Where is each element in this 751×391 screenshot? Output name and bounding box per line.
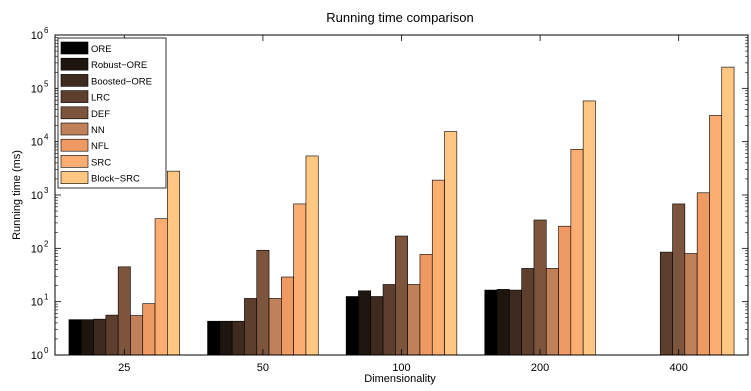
- legend-swatch: [60, 138, 89, 152]
- legend-swatch: [60, 122, 89, 136]
- bar-lrc-25: [105, 314, 119, 356]
- legend-label: NFL: [91, 141, 109, 152]
- legend-swatch: [60, 57, 89, 71]
- y-axis-label: Running time (ms): [11, 150, 23, 240]
- bar-boosted-ore-100: [370, 296, 384, 356]
- bar-ore-50: [207, 320, 221, 356]
- x-tick-label: 200: [531, 362, 549, 374]
- x-tick-label: 50: [257, 362, 269, 374]
- bar-lrc-100: [382, 284, 396, 356]
- legend-label: ORE: [91, 44, 112, 55]
- bar-block-src-50: [305, 155, 319, 356]
- legend-swatch: [60, 74, 89, 87]
- bar-boosted-ore-200: [509, 289, 522, 356]
- x-tick-label: 25: [118, 362, 130, 374]
- bar-def-100: [395, 235, 408, 356]
- y-tick-label: 10: [31, 190, 43, 202]
- bar-def-25: [117, 266, 131, 356]
- bar-nn-25: [130, 315, 144, 356]
- legend-label: Robust−ORE: [91, 60, 147, 71]
- legend-swatch: [60, 171, 89, 184]
- y-tick-label-exponent: 5: [44, 79, 49, 88]
- bar-nfl-200: [558, 225, 572, 356]
- bar-lrc-200: [521, 268, 535, 356]
- bar-robust-ore-100: [358, 290, 372, 356]
- legend-swatch: [60, 90, 89, 103]
- bars-layer: [68, 66, 735, 356]
- y-tick-label-exponent: 3: [44, 186, 49, 195]
- bar-nfl-50: [281, 276, 294, 356]
- y-tick-label: 10: [31, 297, 43, 309]
- y-tick-label-exponent: 6: [44, 26, 49, 35]
- x-axis-label: Dimensionality: [364, 373, 436, 385]
- bar-ore-25: [68, 319, 82, 356]
- legend-label: SRC: [91, 157, 111, 168]
- legend: ORE Robust−ORE Boosted−ORE LRC DEF NN NFL SRC Bl…: [57, 37, 167, 189]
- bar-nfl-100: [419, 254, 433, 356]
- y-tick-label: 10: [31, 137, 43, 149]
- legend-label: Boosted−ORE: [91, 76, 152, 87]
- bar-ore-100: [345, 296, 359, 356]
- bar-ore-200: [484, 289, 498, 356]
- chart-title: Running time comparison: [326, 10, 473, 25]
- bar-nn-200: [545, 268, 559, 356]
- bar-nn-100: [407, 284, 421, 356]
- bar-src-200: [570, 148, 584, 356]
- y-tick-label: 10: [31, 243, 43, 255]
- y-tick-label-exponent: 2: [44, 239, 49, 248]
- bar-lrc-50: [244, 298, 258, 356]
- y-tick-label: 10: [31, 30, 43, 42]
- legend-swatch: [60, 155, 89, 168]
- x-tick-label: 400: [670, 362, 688, 374]
- x-axis: 25 50 100 200 400: [118, 35, 688, 374]
- x-tick-label: 100: [392, 362, 410, 374]
- bar-src-100: [431, 179, 445, 356]
- y-tick-label-exponent: 1: [44, 293, 49, 302]
- y-tick-label-exponent: 4: [44, 133, 49, 142]
- y-tick-label: 10: [31, 83, 43, 95]
- bar-def-400: [672, 203, 686, 356]
- bar-nn-400: [684, 253, 698, 356]
- bar-block-src-200: [582, 100, 596, 356]
- bar-robust-ore-200: [496, 289, 510, 356]
- bar-robust-ore-25: [80, 319, 94, 356]
- legend-swatch: [60, 41, 89, 55]
- legend-label: LRC: [91, 93, 110, 104]
- legend-label: NN: [91, 125, 105, 136]
- bar-block-src-25: [167, 170, 180, 356]
- y-tick-label: 10: [31, 350, 43, 362]
- bar-src-25: [154, 218, 168, 356]
- bar-boosted-ore-25: [93, 318, 107, 356]
- bar-src-400: [709, 115, 723, 356]
- bar-src-50: [293, 203, 307, 356]
- y-tick-label-exponent: 0: [44, 346, 49, 355]
- bar-block-src-400: [721, 66, 735, 356]
- legend-label: DEF: [91, 109, 110, 120]
- bar-boosted-ore-50: [231, 320, 245, 356]
- bar-def-200: [533, 219, 547, 356]
- bar-nn-50: [268, 298, 282, 356]
- bar-def-50: [256, 249, 270, 356]
- bar-nfl-25: [142, 303, 156, 356]
- legend-swatch: [60, 106, 89, 120]
- bar-nfl-400: [696, 192, 710, 356]
- legend-label: Block−SRC: [91, 174, 140, 185]
- bar-robust-ore-50: [219, 320, 233, 356]
- bar-block-src-100: [444, 131, 458, 356]
- bar-lrc-400: [659, 251, 673, 356]
